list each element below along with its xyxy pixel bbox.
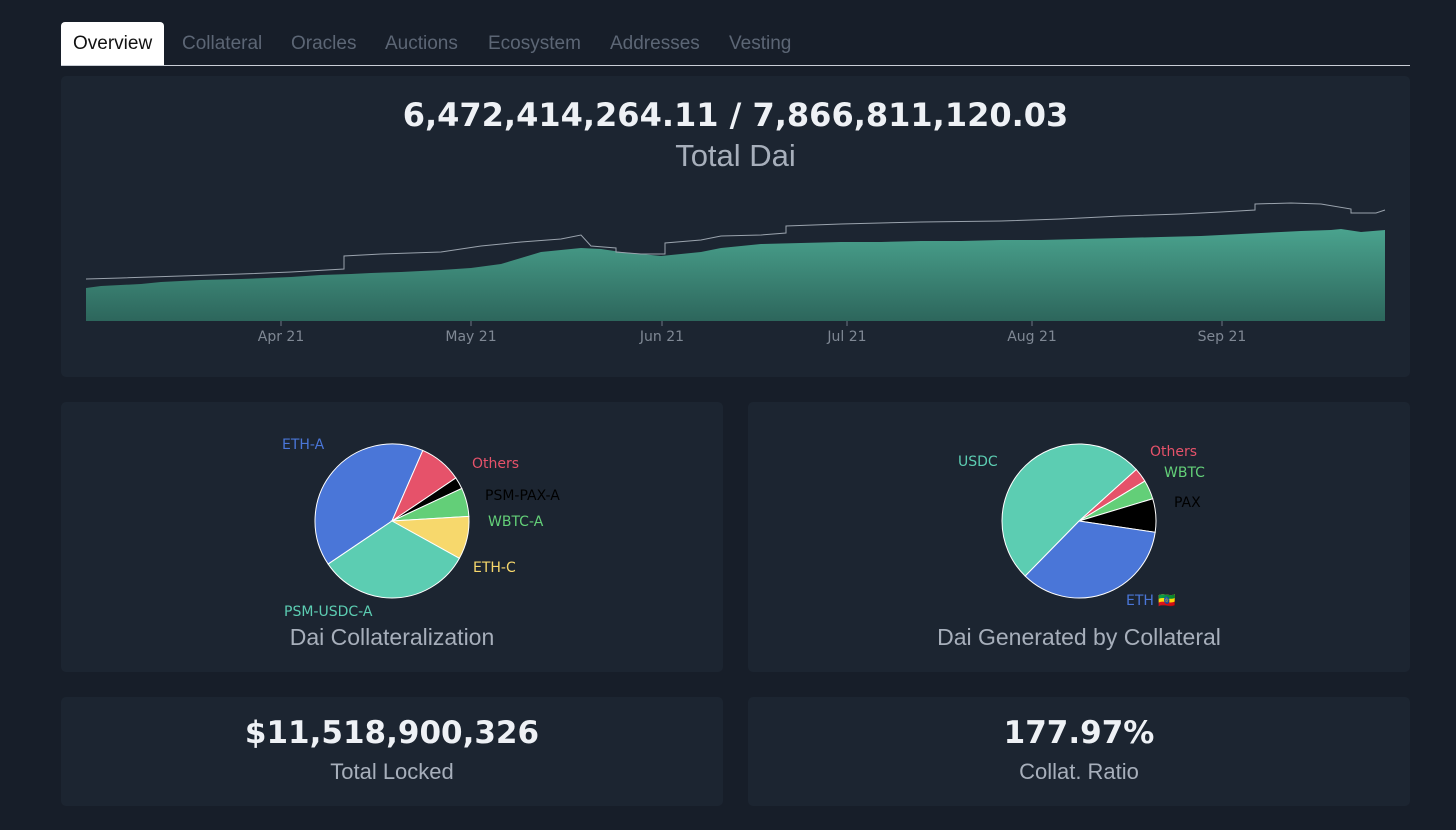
collat-ratio-card: 177.97% Collat. Ratio (748, 697, 1410, 806)
collateralization-card: ETH-A Others PSM-PAX-A WBTC-A ETH-C PSM-USDC-… (61, 402, 723, 672)
pie-slice-usdc[interactable] (1001, 443, 1137, 577)
pie-label: WBTC-A (488, 514, 544, 530)
pie-label: WBTC (1164, 465, 1205, 481)
generated-by-collateral-label: Dai Generated by Collateral (937, 624, 1221, 650)
pie-label: ETH 🇪🇹 (1126, 593, 1176, 609)
tab-overview[interactable]: Overview (61, 22, 165, 65)
generated-by-collateral-pie-chart: Others WBTC PAX ETH 🇪🇹 USDC (958, 443, 1205, 609)
generated-by-collateral-card: Others WBTC PAX ETH 🇪🇹 USDC Dai Generated by… (748, 402, 1410, 672)
tab-collateral[interactable]: Collateral (182, 33, 263, 54)
tab-addresses[interactable]: Addresses (610, 33, 700, 54)
pie-label: ETH-C (473, 560, 516, 576)
total-dai-card: 6,472,414,264.11 / 7,866,811,120.03 Tota… (61, 76, 1410, 377)
total-locked-card: $11,518,900,326 Total Locked (61, 697, 723, 806)
pie-slice-eth[interactable] (1024, 520, 1156, 599)
collateralization-pie-chart: ETH-A Others PSM-PAX-A WBTC-A ETH-C PSM-USDC-… (282, 437, 560, 620)
x-tick-label: Aug 21 (1007, 329, 1057, 345)
pie-label: Others (472, 456, 519, 472)
total-dai-area (86, 229, 1385, 321)
pie-label: PSM-USDC-A (284, 604, 373, 620)
total-locked-value: $11,518,900,326 (244, 715, 540, 751)
x-tick-label: Sep 21 (1198, 329, 1247, 345)
tab-auctions[interactable]: Auctions (385, 33, 458, 54)
collateralization-label: Dai Collateralization (289, 624, 495, 650)
collat-ratio-value: 177.97% (1003, 715, 1155, 751)
pie-slice-psm-usdc-a[interactable] (327, 520, 461, 599)
pie-label: USDC (958, 454, 998, 470)
tab-bar: Overview Collateral Oracles Auctions Eco… (61, 22, 1410, 66)
tab-oracles[interactable]: Oracles (291, 33, 357, 54)
x-tick-label: May 21 (445, 329, 496, 345)
pie-label: PSM-PAX-A (485, 488, 560, 504)
total-dai-label: Total Dai (675, 138, 796, 173)
tab-ecosystem[interactable]: Ecosystem (488, 33, 581, 54)
total-dai-area-chart: Apr 21 May 21 Jun 21 Jul 21 Aug 21 Sep 21 (85, 202, 1386, 345)
x-tick-label: Jul 21 (826, 329, 866, 345)
pie-label: PAX (1174, 495, 1201, 511)
tab-vesting[interactable]: Vesting (729, 33, 792, 54)
pie-slice-eth-a[interactable] (314, 443, 424, 565)
total-dai-x-axis: Apr 21 May 21 Jun 21 Jul 21 Aug 21 Sep 21 (258, 321, 1247, 345)
pie-label: ETH-A (282, 437, 325, 453)
collat-ratio-label: Collat. Ratio (1019, 759, 1139, 784)
x-tick-label: Apr 21 (258, 329, 304, 345)
pie-label: Others (1150, 444, 1197, 460)
total-locked-label: Total Locked (330, 759, 454, 784)
total-dai-debt-ceiling-line (85, 202, 1386, 280)
total-dai-value: 6,472,414,264.11 / 7,866,811,120.03 (402, 96, 1069, 134)
x-tick-label: Jun 21 (639, 329, 684, 345)
